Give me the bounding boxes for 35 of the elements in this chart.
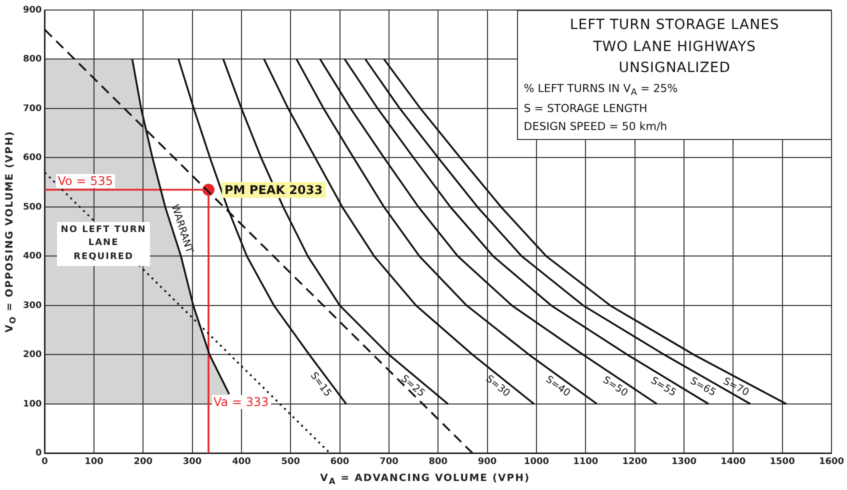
- x-tick-label: 200: [134, 456, 153, 467]
- x-tick-label: 1400: [720, 456, 746, 467]
- x-tick-label: 1600: [818, 456, 844, 467]
- annotation: PM PEAK 2033: [222, 182, 326, 198]
- x-tick-label: 900: [478, 456, 497, 467]
- x-tick-label: 800: [428, 456, 448, 467]
- y-tick-label: 0: [36, 448, 42, 459]
- x-tick-label: 600: [330, 456, 350, 467]
- annotation: S = STORAGE LENGTH: [524, 101, 648, 118]
- x-tick-label: 1000: [524, 456, 549, 467]
- x-tick-label: 1300: [671, 456, 697, 467]
- y-tick-label: 400: [22, 252, 42, 262]
- x-axis-title: V$_{A}$ = ADVANCING VOLUME (VPH): [320, 473, 530, 486]
- x-tick-label: 1200: [622, 456, 648, 467]
- y-tick-label: 900: [22, 5, 42, 16]
- text-panel: LEFT TURN STORAGE LANES TWO LANE HIGHWAYS UNSIGNALIZED % LEFT TURNS IN V$_{A}$ = 25% S = STORAGE LENGTH DESIGN SPEED = 50 km/h: [516, 10, 832, 140]
- x-tick-label: 400: [232, 456, 251, 467]
- annotation: Vo = 535: [56, 174, 115, 188]
- y-tick-label: 100: [22, 399, 42, 410]
- y-tick-label: 300: [22, 300, 42, 311]
- y-tick-label: 800: [22, 54, 42, 65]
- region-note: NO LEFT TURN LANE REQUIRED: [56, 222, 150, 266]
- x-tick-label: 1500: [770, 456, 795, 467]
- x-tick-label: 700: [380, 456, 398, 467]
- x-tick-label: 300: [182, 456, 202, 467]
- x-tick-label: 1100: [573, 456, 598, 467]
- y-tick-label: 200: [22, 350, 42, 360]
- x-tick-label: 100: [84, 456, 104, 467]
- y-tick-label: 600: [22, 153, 42, 164]
- annotation: DESIGN SPEED = 50 km/h: [524, 118, 668, 134]
- y-tick-label: 700: [22, 104, 42, 114]
- annotation: Va = 333: [212, 395, 271, 410]
- annotation: % LEFT TURNS IN V$_{A}$ = 25%: [524, 81, 679, 100]
- x-tick-label: 500: [281, 456, 300, 467]
- y-tick-label: 500: [22, 202, 42, 212]
